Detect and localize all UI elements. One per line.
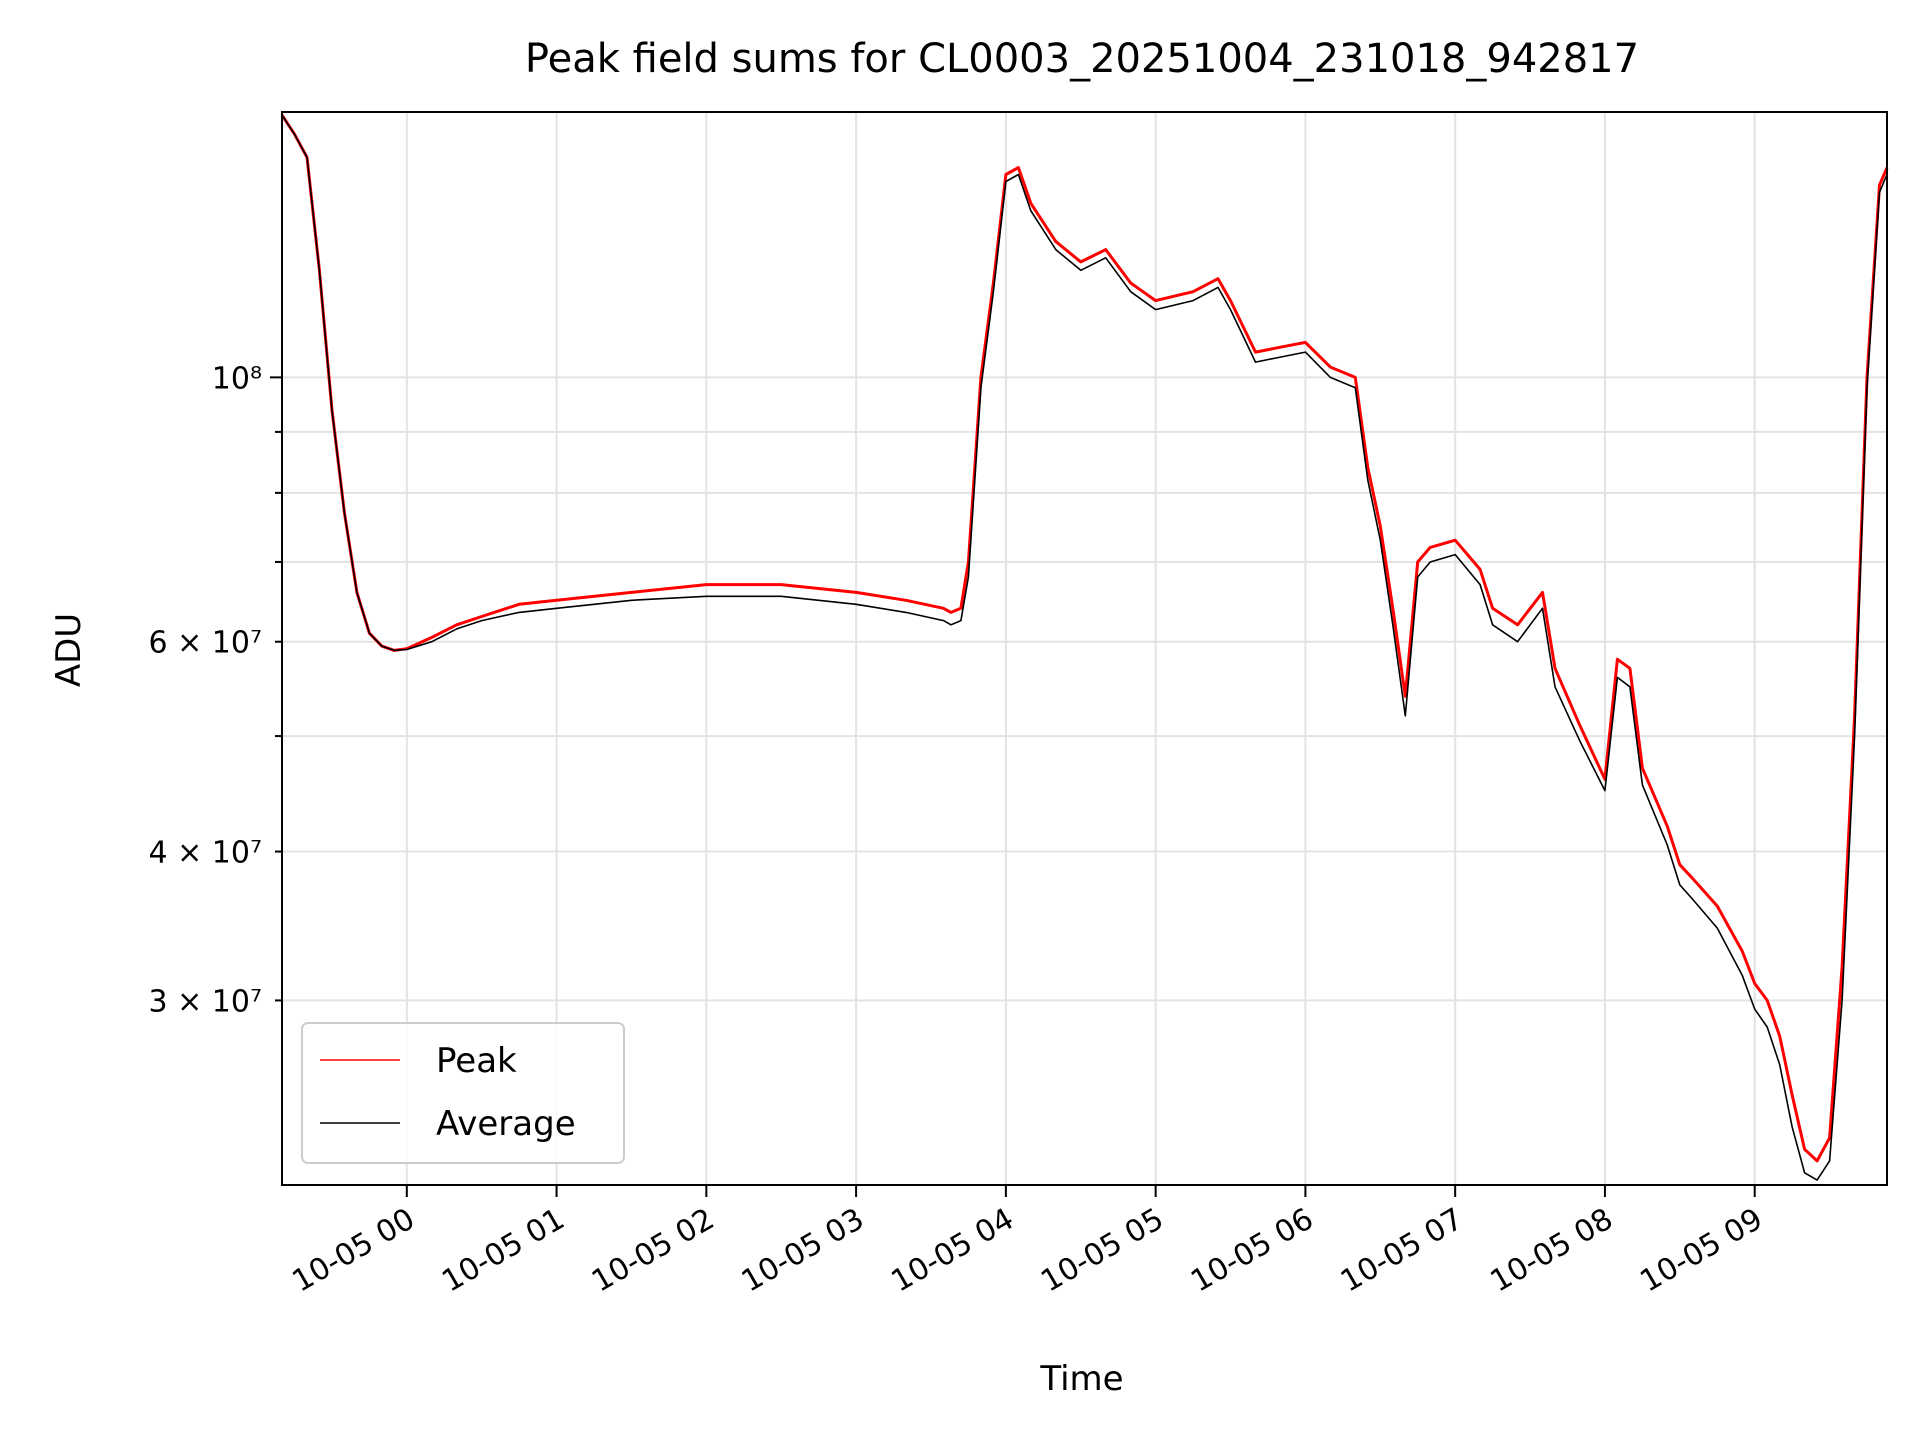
- legend: Peak Average: [301, 1022, 625, 1164]
- y-axis-title: ADU: [49, 613, 89, 687]
- y-tick-label: 4 × 10⁷: [149, 836, 263, 871]
- series-lines: [280, 114, 1889, 1181]
- y-axis-ticks: 3 × 10⁷ 4 × 10⁷ 6 × 10⁷ 10⁸: [149, 361, 282, 1019]
- y-tick-label: 10⁸: [212, 361, 262, 396]
- legend-label-average: Average: [436, 1104, 576, 1144]
- legend-box: [301, 1022, 625, 1164]
- x-axis-title: Time: [1039, 1359, 1123, 1399]
- legend-label-peak: Peak: [436, 1041, 517, 1081]
- plot-frame: [281, 111, 1888, 1186]
- grid: [282, 112, 1887, 1185]
- chart-title: Peak field sums for CL0003_20251004_2310…: [525, 36, 1639, 82]
- y-tick-label: 3 × 10⁷: [149, 984, 263, 1019]
- y-tick-label: 6 × 10⁷: [149, 626, 263, 661]
- series-line-average: [281, 114, 1888, 1181]
- series-line-peak: [280, 114, 1889, 1163]
